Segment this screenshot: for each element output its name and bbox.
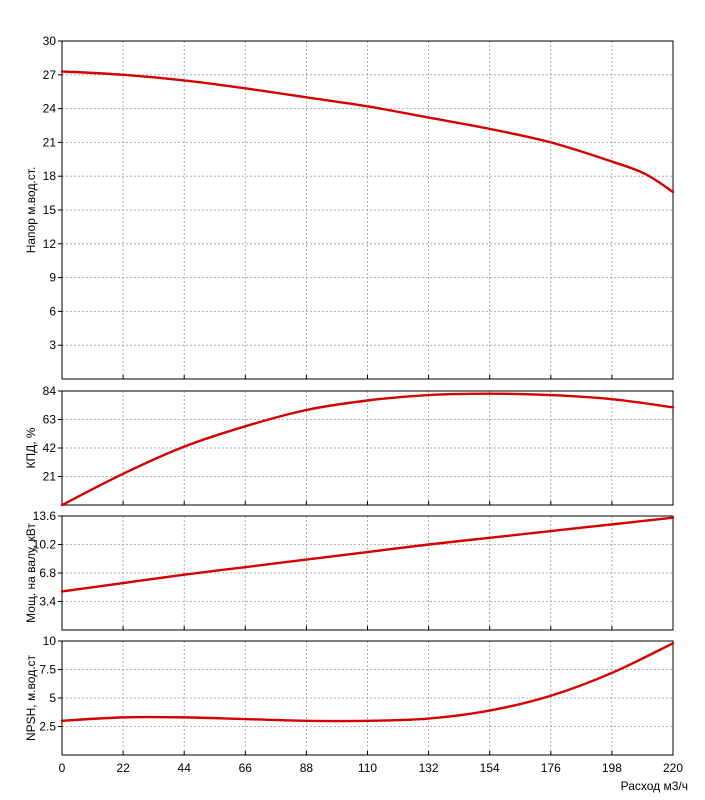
y-tick-label: 27 bbox=[43, 68, 57, 82]
y-tick-label: 42 bbox=[43, 441, 57, 455]
y-axis-title-efficiency: КПД, % bbox=[24, 427, 38, 468]
y-tick-label: 21 bbox=[43, 470, 57, 484]
panel-frame bbox=[61, 640, 674, 756]
panel-frame bbox=[61, 40, 674, 380]
y-tick-label: 7.5 bbox=[39, 663, 56, 677]
y-tick-label: 30 bbox=[43, 34, 57, 48]
series-line-efficiency bbox=[60, 392, 675, 507]
y-tick-label: 3 bbox=[49, 338, 56, 352]
y-tick-label: 10 bbox=[43, 634, 57, 648]
series-line-power bbox=[60, 516, 675, 593]
y-tick-label: 9 bbox=[49, 271, 56, 285]
y-tick-label: 3.4 bbox=[39, 595, 56, 609]
y-tick-label: 12 bbox=[43, 237, 57, 251]
x-tick-label: 88 bbox=[300, 761, 314, 775]
y-tick-label: 13.6 bbox=[33, 509, 57, 523]
y-tick-label: 21 bbox=[43, 135, 57, 149]
x-tick-label: 44 bbox=[178, 761, 192, 775]
y-tick-label: 6.8 bbox=[39, 566, 56, 580]
series-line-head bbox=[60, 70, 675, 194]
x-tick-label: 66 bbox=[239, 761, 253, 775]
y-tick-label: 10.2 bbox=[33, 538, 57, 552]
panel-frame bbox=[61, 515, 674, 631]
y-axis-title-npsh: NPSH, м.вод.ст bbox=[24, 654, 38, 741]
x-tick-label: 22 bbox=[116, 761, 130, 775]
y-tick-label: 84 bbox=[43, 384, 57, 398]
y-tick-label: 2.5 bbox=[39, 720, 56, 734]
x-tick-label: 132 bbox=[419, 761, 439, 775]
y-tick-label: 24 bbox=[43, 102, 57, 116]
panel-head: 3 6 9 12 15 18 21 24 27 30 Напор м.вод.ст. bbox=[24, 34, 675, 380]
y-tick-label: 5 bbox=[49, 691, 56, 705]
x-tick-label: 0 bbox=[59, 761, 66, 775]
x-tick-label: 176 bbox=[541, 761, 561, 775]
y-tick-label: 6 bbox=[49, 304, 56, 318]
x-axis-title: Расход м3/ч bbox=[621, 779, 688, 793]
x-tick-label: 198 bbox=[602, 761, 622, 775]
series-line-npsh bbox=[60, 642, 675, 723]
y-axis-title-power: Мощ. на валу, кВт bbox=[24, 523, 38, 623]
y-tick-label: 63 bbox=[43, 413, 57, 427]
y-axis-title-head: Напор м.вод.ст. bbox=[24, 167, 38, 254]
x-tick-label: 154 bbox=[480, 761, 500, 775]
x-tick-label: 220 bbox=[663, 761, 683, 775]
y-tick-label: 18 bbox=[43, 169, 57, 183]
panel-frame bbox=[61, 390, 674, 506]
x-tick-label: 110 bbox=[358, 761, 377, 775]
panel-efficiency: 21 42 63 84 КПД, % bbox=[24, 384, 675, 507]
panel-npsh: 2.5 5 7.5 10 NPSH, м.вод.ст bbox=[24, 634, 675, 756]
y-tick-label: 15 bbox=[43, 203, 57, 217]
